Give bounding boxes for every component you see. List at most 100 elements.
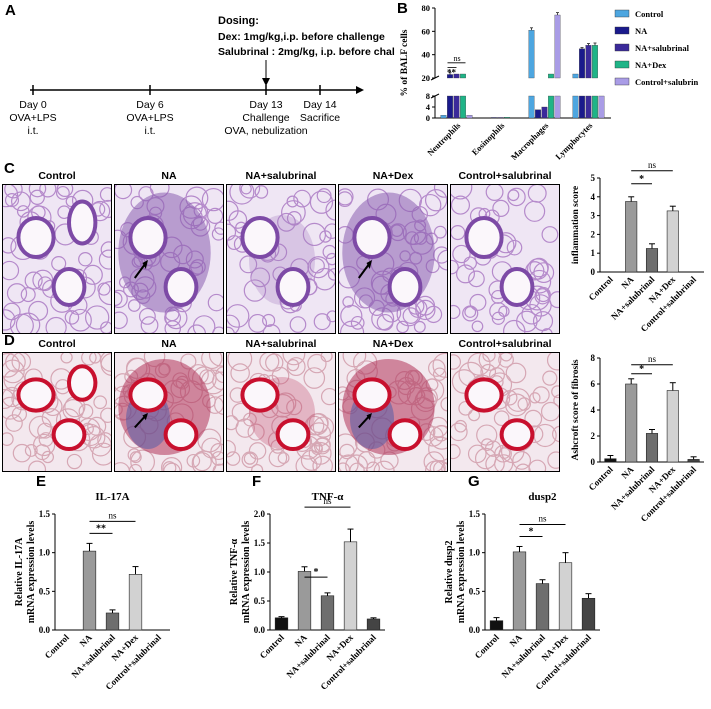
alveolus — [60, 353, 73, 364]
timeline-event-line1: Sacrifice — [300, 112, 340, 124]
bar — [343, 541, 358, 631]
alveolus — [211, 227, 223, 241]
alveolus — [5, 353, 26, 373]
alveolus — [339, 454, 359, 471]
timeline-diagram: Dosing: Dex: 1mg/kg,i.p. before challeng… — [9, 15, 395, 137]
alveolus — [312, 416, 335, 438]
alveolus — [325, 252, 335, 266]
alveolus — [505, 362, 527, 384]
histology-image — [226, 184, 336, 334]
alveolus — [541, 328, 553, 333]
alveolus — [313, 267, 335, 291]
panel-label-b: B — [397, 0, 408, 17]
alveolus — [451, 185, 473, 200]
alveolus — [521, 303, 542, 325]
alveolus — [433, 185, 447, 198]
alveolus — [239, 185, 261, 199]
y-tick-label: 80 — [422, 3, 431, 13]
alveolus — [506, 239, 523, 256]
x-tick-label: Neutrophils — [425, 120, 463, 158]
x-tick-label: NA — [78, 632, 95, 649]
alveolus — [227, 304, 250, 328]
alveolus — [468, 270, 485, 288]
alveolus — [540, 401, 559, 422]
alveolus — [3, 359, 25, 384]
y-axis-label-line: mRNA expression levels — [241, 521, 252, 624]
histology-label: NA+salubrinal — [245, 170, 317, 182]
airway — [163, 418, 199, 451]
alveolus — [78, 403, 94, 419]
histology-image — [114, 184, 224, 334]
bar-lower — [592, 95, 598, 119]
bar — [666, 210, 679, 273]
timeline-axis-arrowhead — [356, 86, 364, 94]
alveolus — [289, 316, 307, 333]
timeline-event-line2: i.t. — [144, 125, 155, 137]
alveolus — [115, 289, 128, 309]
alveolus — [160, 457, 183, 471]
airway — [499, 267, 535, 307]
alveolus — [192, 315, 216, 333]
histology-image — [338, 352, 448, 472]
alveolus — [485, 185, 504, 201]
dosing-salubrinal: Salubrinal : 2mg/kg, i.p. before challen… — [218, 46, 395, 58]
bar — [105, 612, 120, 631]
alveolus — [339, 443, 355, 460]
alveolus — [81, 353, 97, 366]
histology-row-he: Control NA NA+salubrinal NA+Dex Control+salu… — [0, 170, 560, 338]
alveolus — [268, 448, 288, 468]
chart-g-dusp2: dusp2 Relative dusp2mRNA expression level… — [444, 491, 600, 692]
x-tick-label: Control — [473, 632, 502, 661]
bar-lower — [447, 95, 453, 119]
timeline-event-line1: Challenge — [242, 112, 289, 124]
alveolus — [454, 419, 467, 433]
y-axis-label: Relative dusp2mRNA expression levels — [444, 521, 467, 624]
bar-lower — [572, 95, 579, 119]
alveolus — [277, 452, 290, 465]
alveolus — [491, 311, 505, 325]
alveolus — [64, 310, 80, 325]
alveolus — [493, 410, 510, 427]
alveolus — [192, 452, 212, 471]
panel-label-c: C — [4, 160, 15, 177]
alveolus — [552, 425, 559, 443]
histology-label: NA — [161, 338, 177, 350]
alveolus — [11, 191, 31, 212]
y-tick-label: 0.5 — [469, 586, 481, 596]
bar-lower — [460, 95, 466, 119]
alveolus — [265, 353, 284, 372]
alveolus — [9, 313, 34, 333]
alveolus — [138, 307, 156, 325]
y-tick-label: 3 — [591, 211, 596, 221]
histology-image — [450, 184, 560, 334]
significance-ns: ns — [538, 513, 547, 523]
alveolus — [429, 460, 446, 471]
y-tick-label: 0.5 — [254, 596, 266, 606]
timeline-event-line2: OVA, nebulization — [224, 125, 307, 137]
alveolus — [243, 279, 267, 302]
airway — [16, 216, 56, 259]
bar-lower — [504, 117, 510, 119]
bar — [297, 571, 312, 631]
alveolus — [207, 207, 223, 224]
significance-star: ** — [447, 68, 457, 78]
timeline-day: Day 13 — [249, 99, 282, 111]
alveolus — [319, 230, 332, 243]
alveolus — [99, 199, 111, 219]
alveolus — [3, 432, 14, 446]
bar-upper — [585, 45, 592, 79]
y-axis-label: Relative TNF-αmRNA expression levels — [229, 521, 252, 624]
alveolus — [186, 453, 201, 468]
alveolus — [191, 450, 217, 471]
alveolus — [78, 252, 93, 267]
alveolus — [342, 296, 354, 308]
alveolus — [248, 442, 267, 460]
significance-ns: ns — [108, 510, 117, 520]
airway — [240, 216, 280, 259]
histology-label: Control+salubrinal — [458, 170, 552, 182]
histology-image — [226, 352, 336, 472]
alveolus — [187, 324, 207, 333]
bar — [128, 574, 143, 631]
panel-label-d: D — [4, 332, 15, 349]
